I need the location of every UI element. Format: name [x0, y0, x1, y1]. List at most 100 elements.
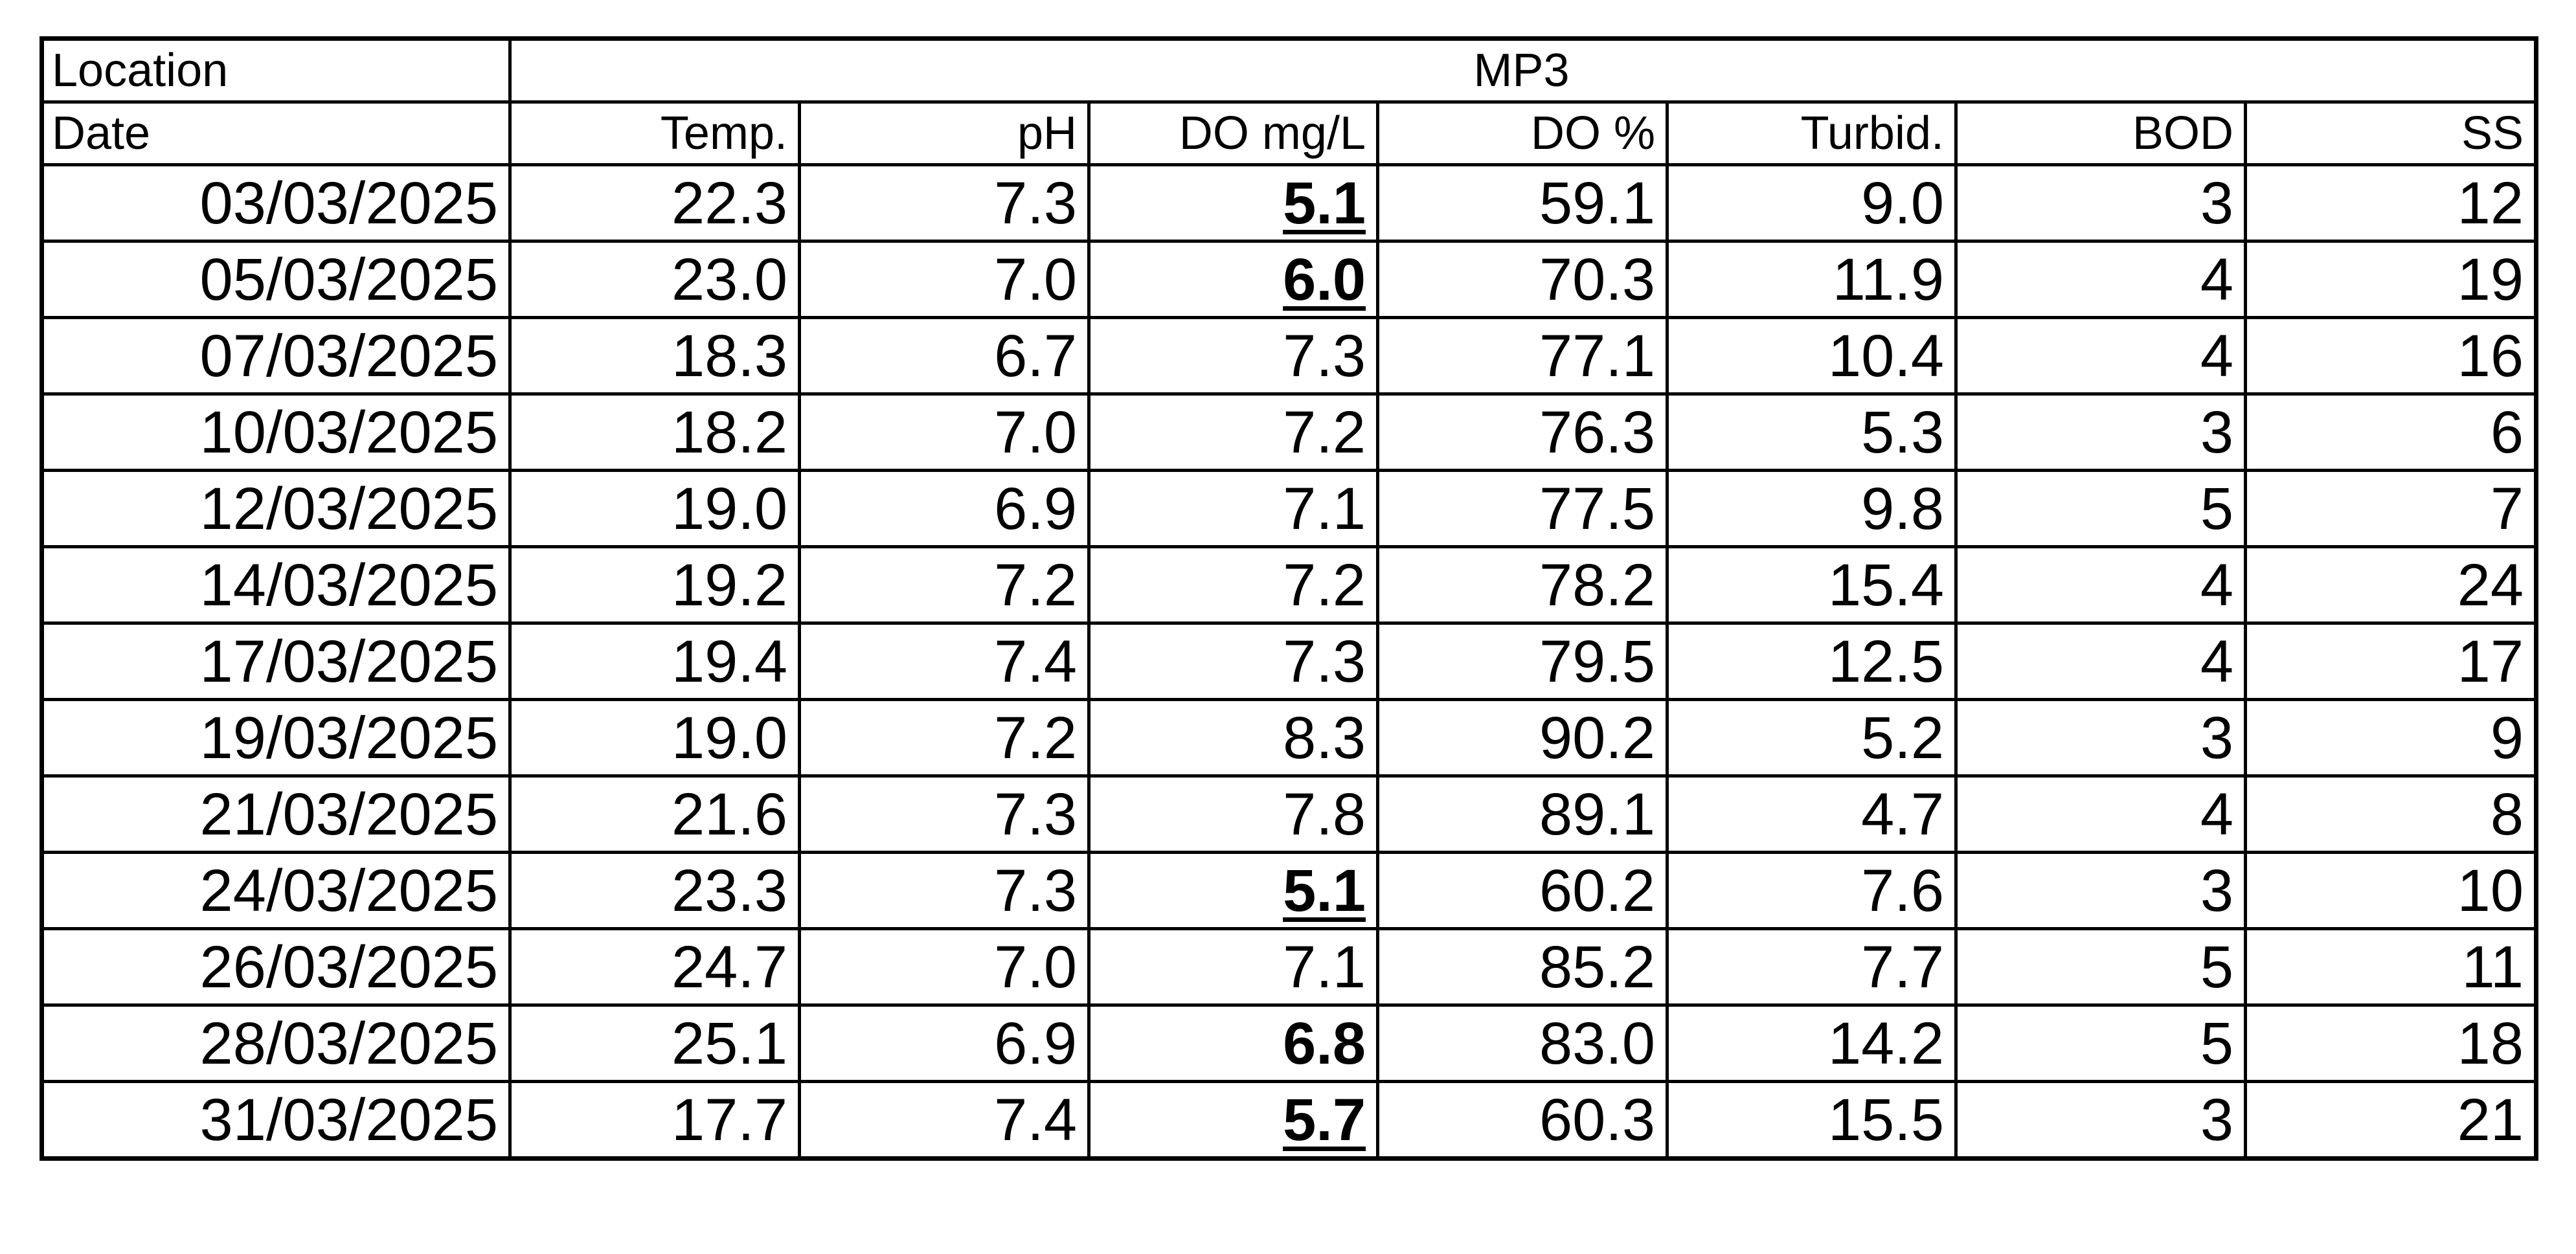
data-row: 14/03/2025 19.2 7.2 7.2 78.2 15.4 4 24 [40, 545, 2538, 625]
value-cell: 6.9 [798, 469, 1090, 548]
cell-text: 6.9 [994, 475, 1077, 542]
value-cell: 4 [1954, 545, 2247, 625]
cell-text: 05/03/2025 [199, 246, 498, 313]
cell-text: 4 [2200, 628, 2233, 695]
cell-text: 10 [2457, 857, 2524, 924]
date-cell: 24/03/2025 [40, 851, 512, 930]
data-row: 10/03/2025 18.2 7.0 7.2 76.3 5.3 3 6 [40, 392, 2538, 472]
value-cell: 60.2 [1376, 851, 1669, 930]
cell-text: 4.7 [1861, 781, 1944, 847]
date-cell: 26/03/2025 [40, 927, 512, 1007]
data-row: 12/03/2025 19.0 6.9 7.1 77.5 9.8 5 7 [40, 469, 2538, 548]
column-header: pH [798, 100, 1090, 166]
data-row: 19/03/2025 19.0 7.2 8.3 90.2 5.2 3 9 [40, 698, 2538, 778]
cell-text: 23.0 [671, 246, 787, 313]
data-row: 31/03/2025 17.7 7.4 5.7 60.3 15.5 3 21 [40, 1080, 2538, 1160]
cell-text: 14.2 [1827, 1010, 1944, 1077]
value-cell: 15.5 [1666, 1080, 1958, 1160]
value-cell: 7.8 [1087, 774, 1379, 854]
cell-text: 03/03/2025 [199, 170, 498, 236]
cell-text: 7.2 [1283, 552, 1366, 618]
date-cell: 28/03/2025 [40, 1003, 512, 1083]
value-cell: 19.0 [508, 698, 801, 778]
data-row: 28/03/2025 25.1 6.9 6.8 83.0 14.2 5 18 [40, 1003, 2538, 1083]
value-cell: 7.1 [1087, 927, 1379, 1007]
value-cell: 3 [1954, 392, 2247, 472]
cell-text: 19/03/2025 [199, 704, 498, 771]
cell-text: 6.8 [1283, 1010, 1366, 1077]
date-cell: 17/03/2025 [40, 621, 512, 701]
value-cell: 7.2 [798, 698, 1090, 778]
cell-text: 17 [2457, 628, 2524, 695]
date-cell: 21/03/2025 [40, 774, 512, 854]
cell-text: 83.0 [1539, 1010, 1655, 1077]
value-cell: 7.2 [1087, 545, 1379, 625]
value-cell: 83.0 [1376, 1003, 1669, 1083]
cell-text: 7.3 [994, 781, 1077, 847]
value-cell: 7.4 [798, 1080, 1090, 1160]
column-header-row: Date Temp. pH DO mg/L DO % Turbid. BOD SS [40, 100, 2538, 166]
cell-text: 7.0 [994, 399, 1077, 465]
cell-text: 18 [2457, 1010, 2524, 1077]
cell-text: 7.2 [994, 552, 1077, 618]
cell-text: 5.7 [1283, 1086, 1366, 1153]
cell-text: 15.4 [1827, 552, 1944, 618]
value-cell: 24 [2244, 545, 2538, 625]
column-header: SS [2244, 100, 2538, 166]
cell-text: 8 [2490, 781, 2524, 847]
value-cell: 19 [2244, 240, 2538, 319]
column-header: BOD [1954, 100, 2247, 166]
cell-text: 4 [2200, 552, 2233, 618]
cell-text: 9.8 [1861, 475, 1944, 542]
cell-text: 5.1 [1283, 170, 1366, 236]
table-body: Location MP3 Date Temp. pH DO mg/L DO % Turb… [40, 37, 2538, 1160]
cell-text: 14/03/2025 [199, 552, 498, 618]
cell-text: 8.3 [1283, 704, 1366, 771]
cell-text: 18.2 [671, 399, 787, 465]
cell-text: 7.1 [1283, 934, 1366, 1000]
value-cell: 59.1 [1376, 163, 1669, 243]
value-cell: 7 [2244, 469, 2538, 548]
value-cell: 15.4 [1666, 545, 1958, 625]
cell-text: 60.3 [1539, 1086, 1655, 1153]
value-cell: 25.1 [508, 1003, 801, 1083]
cell-text: 21/03/2025 [199, 781, 498, 847]
data-row: 07/03/2025 18.3 6.7 7.3 77.1 10.4 4 16 [40, 316, 2538, 396]
value-cell: 77.5 [1376, 469, 1669, 548]
cell-text: 3 [2200, 399, 2233, 465]
cell-text: 12/03/2025 [199, 475, 498, 542]
data-row: 03/03/2025 22.3 7.3 5.1 59.1 9.0 3 12 [40, 163, 2538, 243]
value-cell: 7.3 [1087, 621, 1379, 701]
value-cell: 3 [1954, 163, 2247, 243]
value-cell: 9.0 [1666, 163, 1958, 243]
value-cell: 18 [2244, 1003, 2538, 1083]
date-cell: 12/03/2025 [40, 469, 512, 548]
value-cell: 7.3 [798, 774, 1090, 854]
value-cell: 5.3 [1666, 392, 1958, 472]
value-cell: 4 [1954, 621, 2247, 701]
cell-text: 25.1 [671, 1010, 787, 1077]
value-cell: 4 [1954, 316, 2247, 396]
value-cell: 6 [2244, 392, 2538, 472]
value-cell: 4 [1954, 240, 2247, 319]
cell-text: 7.6 [1861, 857, 1944, 924]
cell-text: 19.0 [671, 704, 787, 771]
value-cell: 5.1 [1087, 163, 1379, 243]
value-cell: 5.1 [1087, 851, 1379, 930]
value-cell: 19.4 [508, 621, 801, 701]
value-cell: 23.0 [508, 240, 801, 319]
cell-text: 9 [2490, 704, 2524, 771]
cell-text: 5 [2200, 475, 2233, 542]
cell-text: 11 [2461, 934, 2524, 1000]
cell-text: 12 [2457, 170, 2524, 236]
value-cell: 22.3 [508, 163, 801, 243]
value-cell: 8.3 [1087, 698, 1379, 778]
value-cell: 10 [2244, 851, 2538, 930]
cell-text: 26/03/2025 [199, 934, 498, 1000]
cell-text: 3 [2200, 857, 2233, 924]
data-table: Location MP3 Date Temp. pH DO mg/L DO % Turb… [40, 36, 2538, 1161]
header-row: Location MP3 [40, 37, 2538, 104]
value-cell: 7.3 [798, 851, 1090, 930]
cell-text: 5.3 [1861, 399, 1944, 465]
cell-text: 19.2 [671, 552, 787, 618]
